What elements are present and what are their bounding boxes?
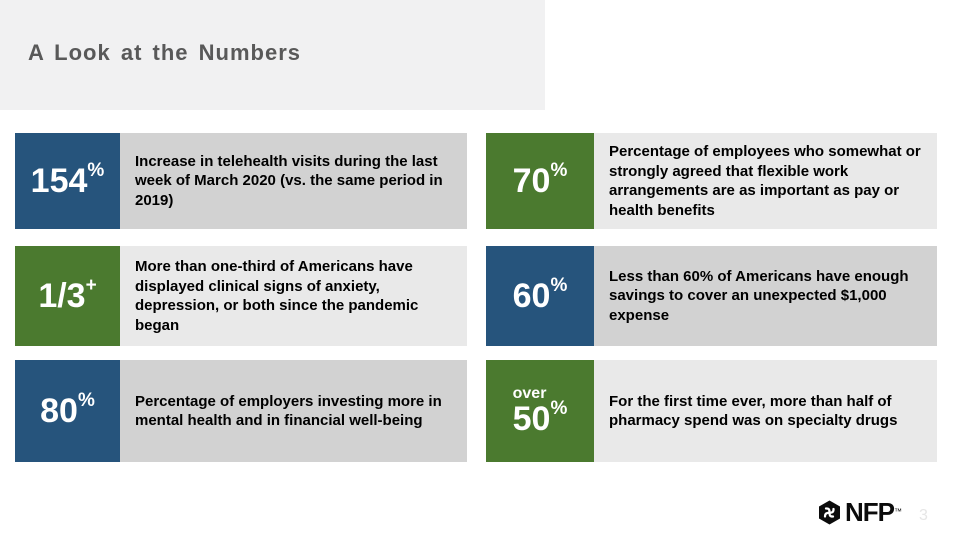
page-number: 3 xyxy=(919,506,928,524)
stat-square-specialty-drugs: over 50 % xyxy=(486,360,594,462)
stat-suffix: % xyxy=(77,390,95,411)
stat-description: Less than 60% of Americans have enough s… xyxy=(609,267,909,324)
stat-textbox-flexible-work: Percentage of employees who somewhat or … xyxy=(594,133,937,229)
stat-suffix: % xyxy=(550,275,568,296)
nfp-knot-icon xyxy=(819,500,840,525)
stat-description: More than one-third of Americans have di… xyxy=(135,258,419,334)
stat-textbox-employer-investment: Percentage of employers investing more i… xyxy=(120,360,467,462)
stat-number-group: over 50 % xyxy=(512,384,568,438)
stat-square-employer-investment: 80 % xyxy=(15,360,120,462)
stat-prefix: over xyxy=(512,384,547,402)
nfp-logo-text: NFP xyxy=(845,497,895,527)
stat-description: For the first time ever, more than half … xyxy=(609,392,898,430)
nfp-logo: NFP ™ xyxy=(817,497,902,527)
stat-number: 50 xyxy=(512,399,551,438)
page-title: A Look at the Numbers xyxy=(28,40,301,65)
trademark-symbol: ™ xyxy=(894,507,902,516)
stat-description: Increase in telehealth visits during the… xyxy=(135,152,443,209)
header-block: A Look at the Numbers xyxy=(0,0,545,110)
stat-square-telehealth: 154 % xyxy=(15,133,120,229)
stat-number: 80 xyxy=(40,392,78,430)
stat-number: 70 xyxy=(512,162,551,200)
stat-number: 1/3 xyxy=(38,277,86,315)
stat-number-group: 154 % xyxy=(30,160,105,200)
stat-number-group: 80 % xyxy=(40,390,95,430)
stat-square-savings: 60 % xyxy=(486,246,594,346)
stat-square-mental-health-signs: 1/3 + xyxy=(15,246,120,346)
stat-textbox-savings: Less than 60% of Americans have enough s… xyxy=(594,246,937,346)
stat-textbox-mental-health-signs: More than one-third of Americans have di… xyxy=(120,246,467,346)
page-number-badge: 3 xyxy=(905,497,942,534)
stat-number-group: 70 % xyxy=(512,160,568,200)
stat-number: 60 xyxy=(512,277,551,315)
stat-textbox-telehealth: Increase in telehealth visits during the… xyxy=(120,133,467,229)
stat-description: Percentage of employers investing more i… xyxy=(135,392,442,430)
stat-number: 154 xyxy=(30,162,88,200)
stat-number-group: 1/3 + xyxy=(38,275,97,315)
stat-description: Percentage of employees who somewhat or … xyxy=(609,143,921,219)
stat-suffix: % xyxy=(550,397,568,419)
stat-square-flexible-work: 70 % xyxy=(486,133,594,229)
stat-textbox-specialty-drugs: For the first time ever, more than half … xyxy=(594,360,937,462)
stat-suffix: % xyxy=(550,160,568,181)
stat-number-group: 60 % xyxy=(512,275,568,315)
stat-suffix: % xyxy=(87,160,105,181)
stat-suffix: + xyxy=(85,275,97,296)
